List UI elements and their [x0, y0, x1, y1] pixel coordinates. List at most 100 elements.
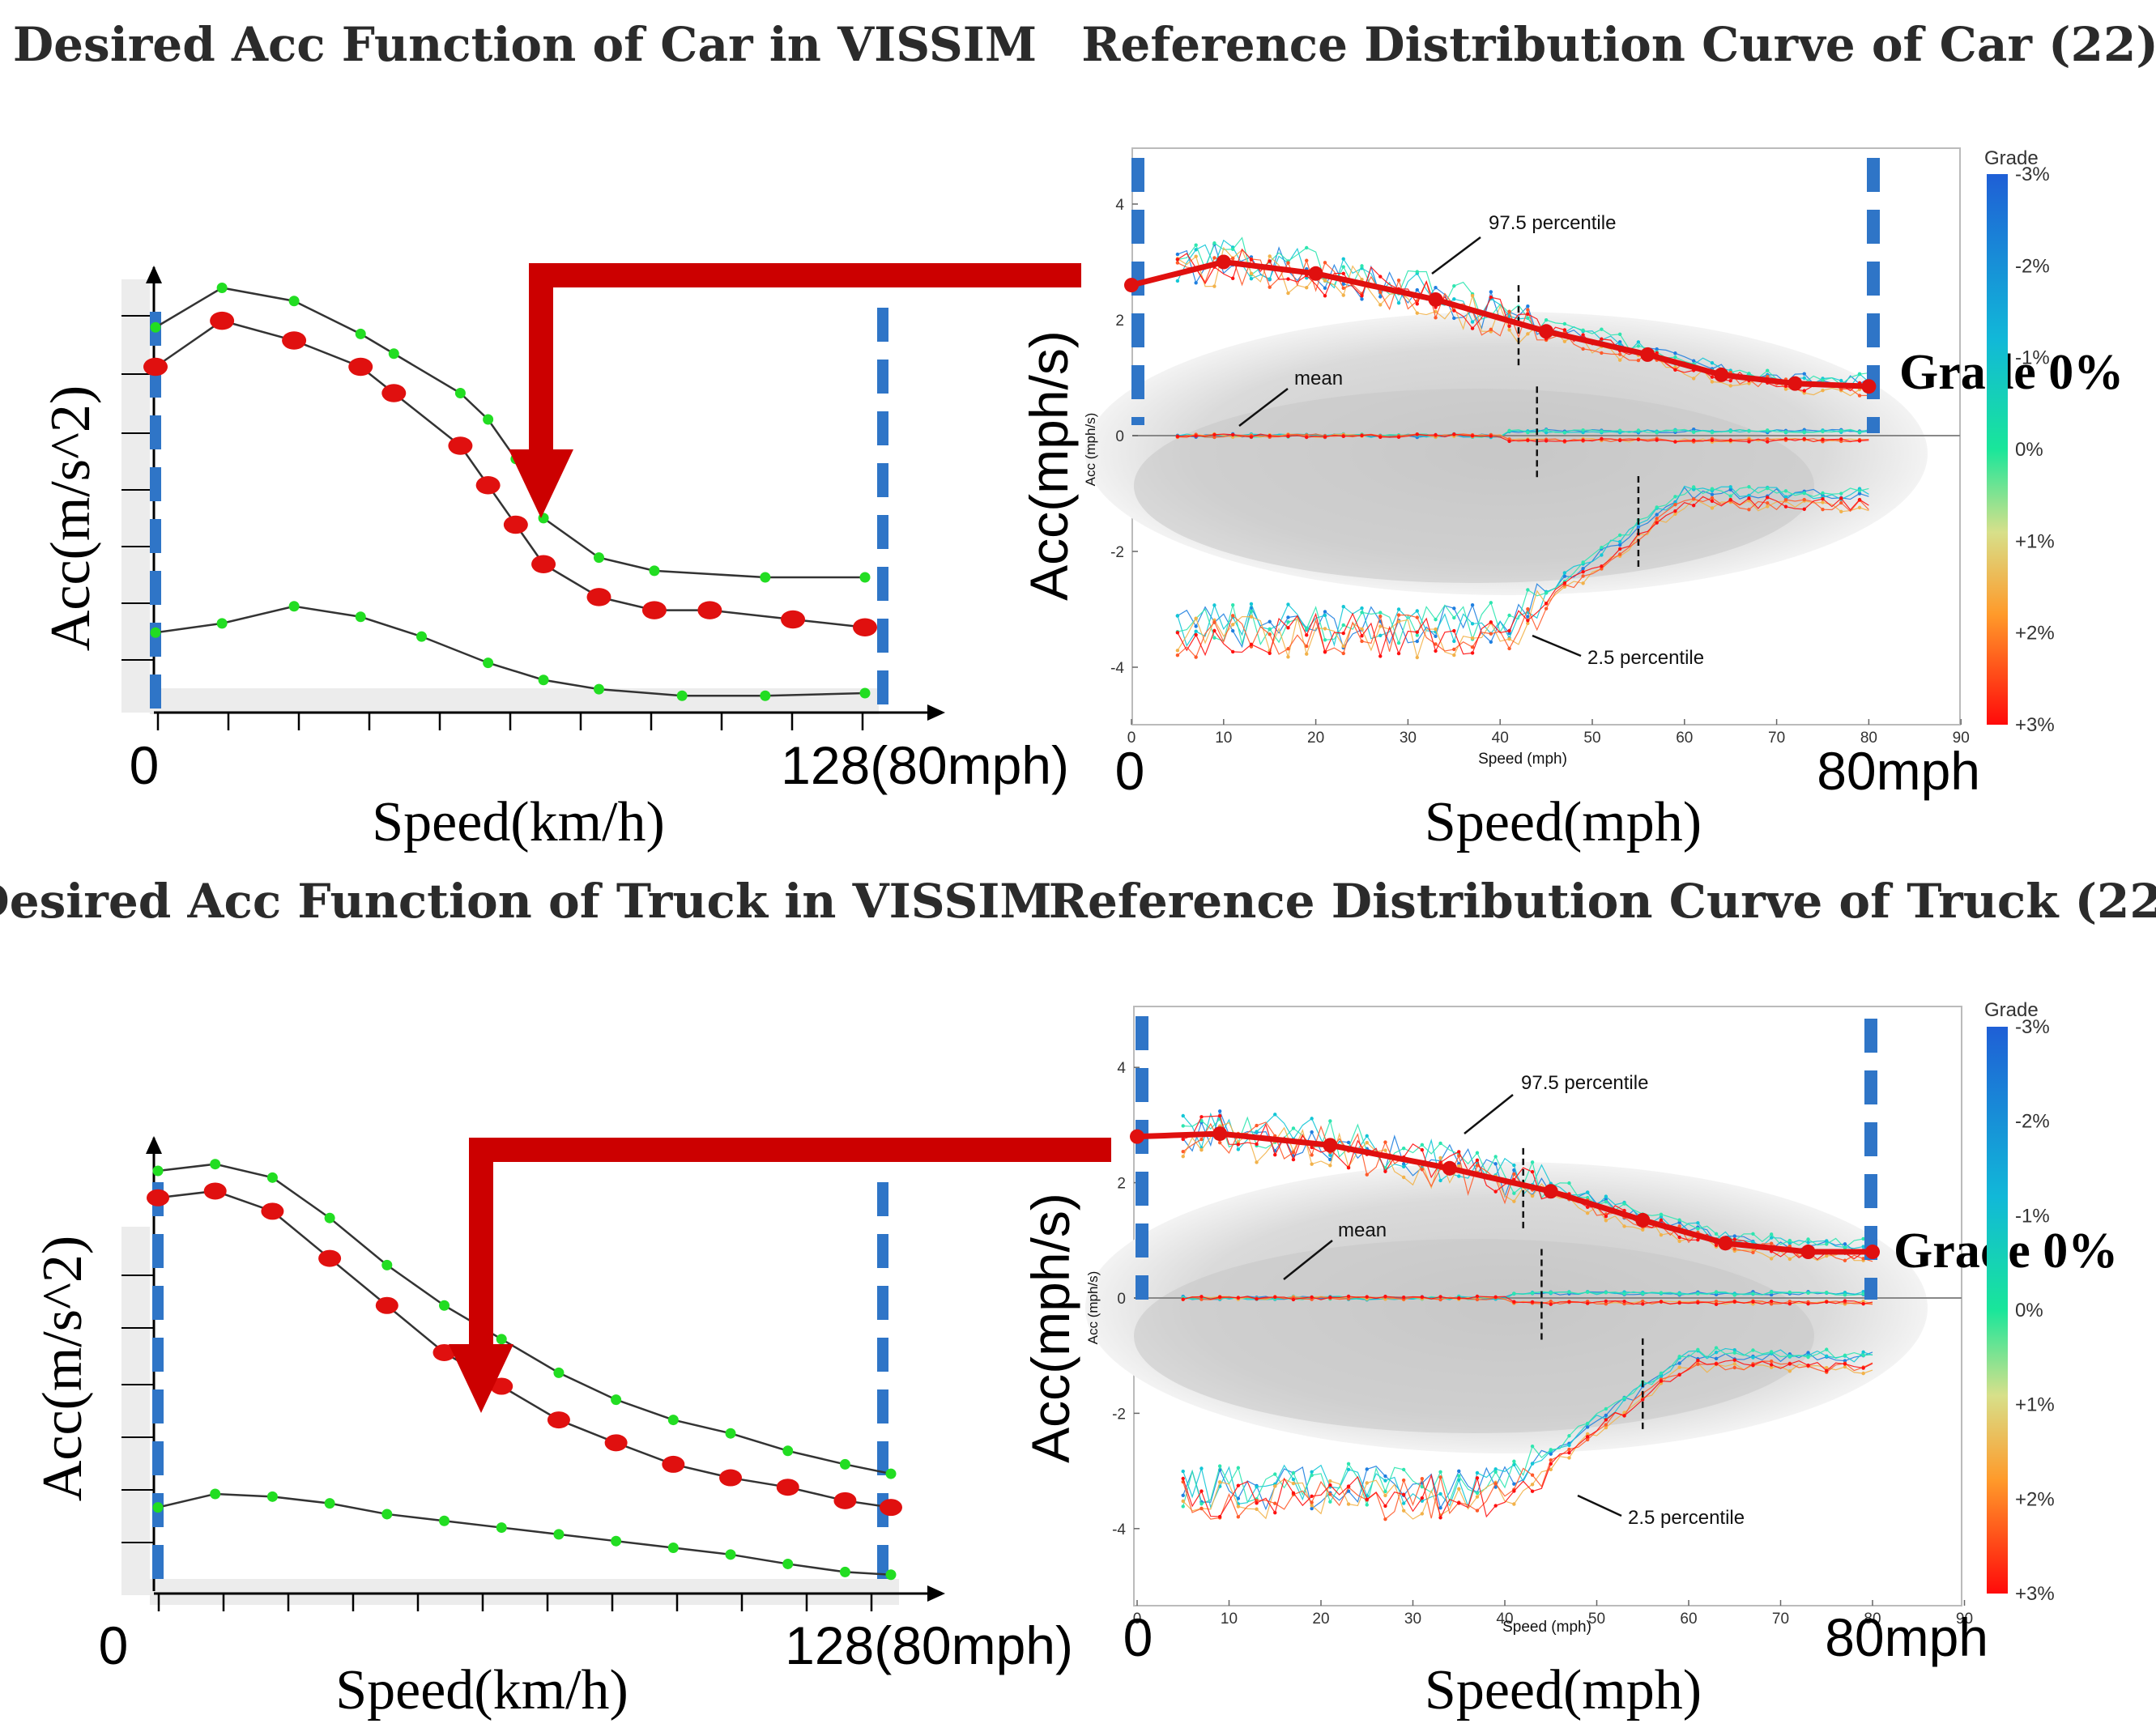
colorbar-label: +3% [2015, 714, 2055, 736]
scatter-point [1617, 352, 1622, 356]
scatter-point [1562, 571, 1567, 575]
scatter-point [1346, 1502, 1351, 1506]
scatter-point [1493, 1162, 1498, 1166]
scatter-point [1696, 1292, 1700, 1296]
truck-ref-title: Reference Distribution Curve of Truck (2… [1049, 874, 2156, 929]
data-point-min [266, 1491, 278, 1502]
data-point-min [216, 618, 228, 629]
scatter-point [1806, 1301, 1810, 1306]
scatter-point [1512, 1163, 1516, 1168]
truck-vissim-title: Desired Acc Function of Truck in VISSIM [0, 874, 1052, 929]
scatter-point [1861, 1350, 1865, 1354]
data-point-desired [143, 357, 168, 377]
annotation-arrow [1577, 1494, 1622, 1517]
scatter-point [1857, 497, 1862, 502]
scatter-point [1585, 1421, 1590, 1426]
car-connector-arrow [509, 263, 1081, 518]
data-point-min [150, 627, 161, 638]
scatter-point [1457, 1501, 1461, 1505]
data-point-desired [203, 1182, 227, 1200]
scatter-point [1604, 1425, 1608, 1430]
scatter-point [1268, 619, 1272, 623]
scatter-point [1673, 428, 1677, 432]
scatter-point [1843, 1246, 1847, 1250]
scatter-point [1475, 1297, 1480, 1302]
scatter-point [1861, 1353, 1865, 1358]
scatter-point [1194, 624, 1198, 628]
scatter-point [1655, 517, 1659, 521]
mean-series [1182, 1291, 1873, 1300]
scatter-point [1600, 429, 1604, 433]
scatter-point [1286, 626, 1290, 630]
x-tick-label: 0 [1127, 730, 1136, 747]
scatter-point [1341, 623, 1345, 628]
scatter-point [1457, 1150, 1461, 1154]
scatter-point [1470, 645, 1475, 649]
scatter-point [1526, 438, 1530, 442]
scatter-point [1783, 436, 1788, 441]
scatter-point [1212, 256, 1216, 260]
data-point-desired [853, 618, 877, 636]
scatter-point [1802, 497, 1806, 502]
scatter-point [1530, 1160, 1535, 1164]
scatter-point [1825, 1239, 1829, 1243]
scatter-point [1544, 601, 1549, 606]
scatter-point [1673, 355, 1677, 360]
scatter-point [1305, 276, 1309, 280]
data-point-min [416, 631, 427, 642]
y-tick-label: -2 [1110, 544, 1124, 561]
scatter-point [1438, 1297, 1442, 1302]
scatter-point [1636, 340, 1641, 344]
scatter-point [1751, 1355, 1755, 1360]
scatter-point [1728, 438, 1732, 443]
data-point-min [594, 683, 604, 695]
scatter-point [1212, 628, 1216, 633]
data-point-min [839, 1566, 850, 1577]
scatter-point [1341, 605, 1345, 609]
scatter-point [1530, 1489, 1535, 1493]
y-axis-band [121, 279, 150, 713]
data-point-desired [348, 357, 373, 377]
scatter-point [1714, 1243, 1719, 1248]
x-axis-band [150, 688, 879, 714]
car-ref-x-start: 0 [1115, 741, 1145, 801]
scatter-point [1567, 1434, 1571, 1438]
data-point-min [152, 1502, 164, 1513]
truck-ref-x-start: 0 [1123, 1607, 1153, 1667]
scatter-point [1567, 1450, 1571, 1455]
scatter-point [1199, 1466, 1204, 1470]
scatter-point [1360, 606, 1364, 611]
data-point-desired [503, 515, 528, 534]
scatter-point [1341, 286, 1345, 291]
colorbar-gradient [1987, 1027, 2008, 1594]
scatter-point [1691, 438, 1696, 443]
reference-point [1124, 278, 1139, 293]
annotation-arrow [1238, 388, 1289, 427]
scatter-point [1217, 1514, 1222, 1519]
scatter-point [1714, 1232, 1719, 1236]
data-point-max [885, 1468, 897, 1479]
reference-point [1865, 1245, 1880, 1260]
scatter-point [1714, 1362, 1719, 1366]
scatter-point [1549, 1458, 1553, 1462]
data-point-desired [880, 1499, 902, 1517]
scatter-point [1493, 1482, 1498, 1486]
data-point-max [388, 348, 399, 360]
scatter-point [1365, 1467, 1369, 1471]
scatter-point [1323, 261, 1327, 265]
scatter-point [1769, 1299, 1774, 1304]
scatter-point [1383, 1140, 1387, 1144]
scatter-point [1438, 1178, 1442, 1183]
scatter-point [1415, 432, 1419, 436]
scatter-point [1273, 1510, 1277, 1515]
scatter-point [1378, 303, 1383, 307]
scatter-point [1636, 525, 1641, 530]
scatter-point [1310, 1130, 1314, 1134]
scatter-point [1691, 485, 1696, 489]
scatter-point [1415, 633, 1419, 637]
scatter-point [1286, 615, 1290, 619]
scatter-point [1360, 627, 1364, 632]
scatter-point [1273, 1484, 1277, 1488]
data-point-min [885, 1569, 897, 1581]
scatter-point [1530, 1170, 1535, 1174]
